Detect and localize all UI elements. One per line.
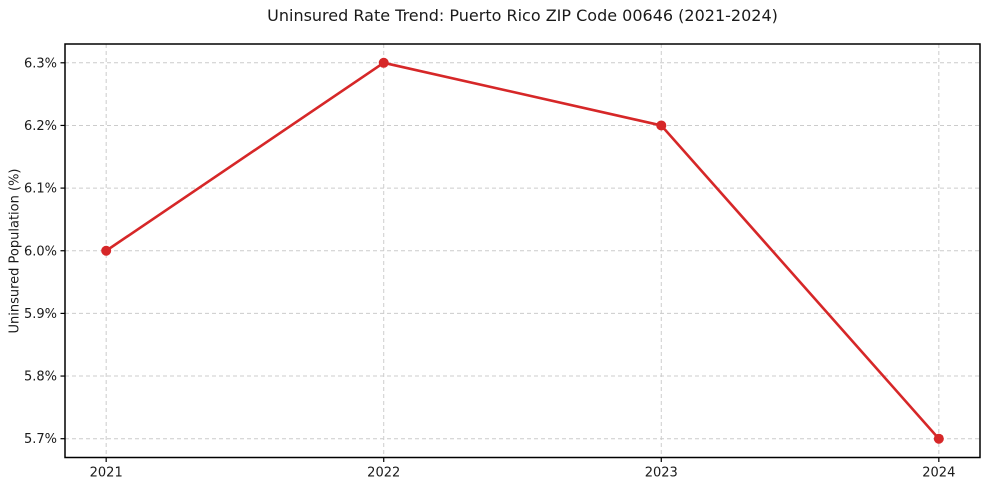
data-point-marker: [101, 245, 112, 256]
y-tick-label: 5.8%: [24, 370, 57, 385]
x-tick-label: 2024: [922, 466, 955, 481]
plot-border: [64, 43, 981, 459]
y-tick-label: 6.3%: [24, 56, 57, 71]
y-tick-label: 5.7%: [24, 432, 57, 447]
data-point-marker: [656, 120, 667, 131]
y-tick-label: 6.1%: [24, 182, 57, 197]
y-tick-label: 6.0%: [24, 244, 57, 259]
data-point-marker: [378, 57, 389, 68]
x-tick-label: 2022: [367, 466, 400, 481]
trend-line: [104, 61, 941, 441]
x-tick-label: 2023: [645, 466, 678, 481]
data-point-marker: [933, 433, 944, 444]
y-tick-label: 6.2%: [24, 119, 57, 134]
x-tick-label: 2021: [90, 466, 123, 481]
chart-title: Uninsured Rate Trend: Puerto Rico ZIP Co…: [267, 6, 778, 25]
y-tick-label: 5.9%: [24, 307, 57, 322]
